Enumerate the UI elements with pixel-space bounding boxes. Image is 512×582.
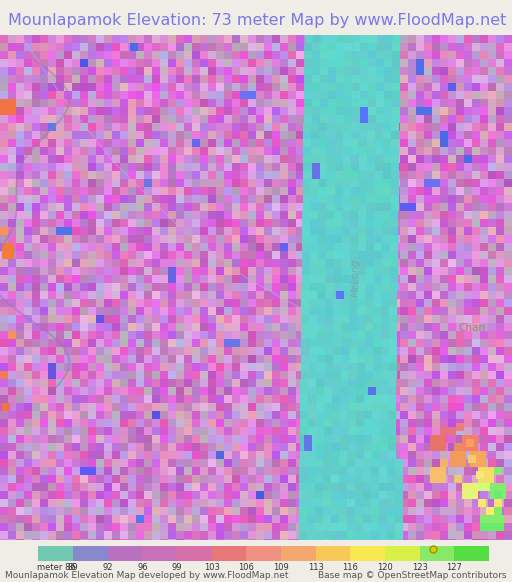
Text: 89: 89 <box>68 563 78 572</box>
Bar <box>177 546 211 561</box>
Text: Base map © OpenStreetMap contributors: Base map © OpenStreetMap contributors <box>318 571 507 580</box>
Bar <box>108 546 142 561</box>
Text: 116: 116 <box>343 563 358 572</box>
Bar <box>454 546 489 561</box>
Text: Mounlapamok Elevation: 73 meter Map by www.FloodMap.net (beta): Mounlapamok Elevation: 73 meter Map by w… <box>8 13 512 28</box>
Text: 99: 99 <box>172 563 182 572</box>
Text: Mounlapamok Elevation Map developed by www.FloodMap.net: Mounlapamok Elevation Map developed by w… <box>5 571 289 580</box>
Bar <box>38 546 73 561</box>
Text: 103: 103 <box>204 563 220 572</box>
Text: 96: 96 <box>137 563 147 572</box>
Bar <box>350 546 385 561</box>
Bar <box>211 546 246 561</box>
Text: 109: 109 <box>273 563 289 572</box>
Text: 92: 92 <box>102 563 113 572</box>
Bar <box>316 546 350 561</box>
Bar <box>281 546 316 561</box>
Text: meter 86: meter 86 <box>37 563 76 572</box>
Bar <box>420 546 454 561</box>
Text: 123: 123 <box>412 563 428 572</box>
Text: Mekong: Mekong <box>351 258 361 297</box>
Bar <box>385 546 420 561</box>
Text: 113: 113 <box>308 563 324 572</box>
Bar <box>73 546 108 561</box>
Bar <box>246 546 281 561</box>
Text: 120: 120 <box>377 563 393 572</box>
Text: Chan: Chan <box>458 323 485 333</box>
Text: 106: 106 <box>239 563 254 572</box>
Text: 127: 127 <box>446 563 462 572</box>
Bar <box>142 546 177 561</box>
